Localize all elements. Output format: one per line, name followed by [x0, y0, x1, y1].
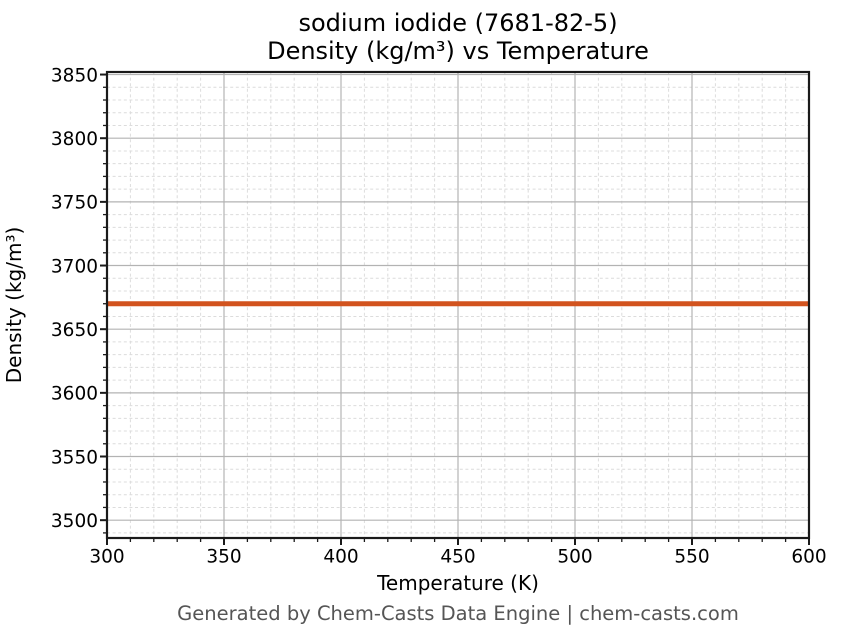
x-tick-label: 400 — [323, 547, 358, 568]
y-tick-label: 3550 — [51, 447, 98, 468]
x-tick-label: 350 — [206, 547, 241, 568]
x-axis-label: Temperature (K) — [376, 571, 539, 595]
y-tick-label: 3650 — [51, 320, 98, 341]
x-tick-label: 500 — [557, 547, 592, 568]
y-tick-label: 3600 — [51, 384, 98, 405]
chart-title-line-2: Density (kg/m³) vs Temperature — [267, 36, 649, 65]
x-tick-labels: 300 350 400 450 500 550 600 — [89, 547, 826, 568]
y-tick-label: 3800 — [51, 129, 98, 150]
axis-tick-marks — [100, 73, 810, 545]
y-tick-label: 3700 — [51, 256, 98, 277]
y-tick-labels: 3500 3550 3600 3650 3700 3750 3800 3850 — [51, 65, 98, 532]
chart-title-line-1: sodium iodide (7681-82-5) — [298, 9, 618, 37]
y-axis-label: Density (kg/m³) — [2, 227, 26, 384]
y-tick-label: 3850 — [51, 65, 98, 86]
x-tick-label: 550 — [674, 547, 709, 568]
x-tick-label: 600 — [791, 547, 826, 568]
footer-text: Generated by Chem-Casts Data Engine | ch… — [177, 602, 739, 625]
x-tick-label: 300 — [89, 547, 124, 568]
chart-title: sodium iodide (7681-82-5) Density (kg/m³… — [107, 9, 809, 65]
y-tick-label: 3750 — [51, 193, 98, 214]
y-tick-label: 3500 — [51, 511, 98, 532]
x-tick-label: 450 — [440, 547, 475, 568]
